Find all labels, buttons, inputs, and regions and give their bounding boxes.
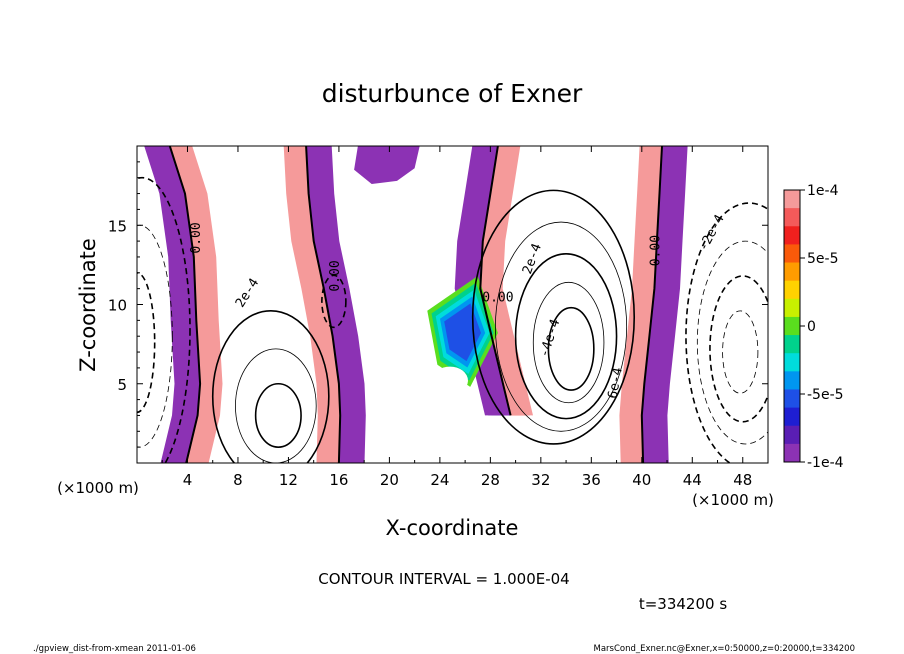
negative-contour-3: [722, 310, 759, 394]
contour-label-1: 0.00: [328, 260, 343, 291]
contour-label-3: 0.00: [648, 235, 663, 266]
x-tick-label-36: 36: [582, 471, 601, 489]
x-tick-label-44: 44: [683, 471, 702, 489]
colorbar-tick-label-1: 5e-5: [807, 251, 838, 267]
colorbar-step-0: [784, 190, 800, 209]
x-unit-label-right: (×1000 m): [692, 491, 774, 509]
colorbar-tick-label-4: -1e-4: [807, 455, 844, 471]
zero-contour-left-front: [168, 146, 202, 463]
y-tick-label-15: 15: [108, 217, 127, 235]
colorbar-step-11: [784, 389, 800, 408]
colorbar-step-3: [784, 244, 800, 263]
negative-contour-2: [709, 275, 768, 423]
band-center-front-left-7: [454, 146, 511, 416]
colorbar-step-8: [784, 335, 800, 354]
colorbar: 1e-4 5e-5 0 -5e-5 -1e-4: [783, 183, 844, 471]
colorbar-tick-label-2: 0: [807, 319, 816, 335]
x-tick-label-32: 32: [531, 471, 550, 489]
x-tick-label-12: 12: [279, 471, 298, 489]
lower-trough-gap: [431, 366, 468, 395]
negative-contour-6: [137, 272, 156, 414]
negative-contour-inner: [321, 274, 347, 329]
contour-lines: [137, 146, 768, 463]
chart-title: disturbunce of Exner: [322, 79, 583, 108]
colorbar-step-14: [784, 443, 800, 463]
x-axis-label: X-coordinate: [386, 516, 519, 540]
band-mid-left-front-left-6: [283, 146, 341, 463]
x-unit-label-left: (×1000 m): [57, 479, 139, 497]
x-tick-label-4: 4: [183, 471, 193, 489]
positive-contour-1: [495, 221, 628, 432]
y-axis-ticks: 5 10 15: [108, 161, 768, 448]
zero-contour-mid-left-front: [305, 146, 342, 463]
minimum-cell: [354, 146, 420, 184]
zero-contour-right-front: [640, 146, 663, 463]
contour-interval-note: CONTOUR INTERVAL = 1.000E-04: [318, 570, 569, 588]
y-tick-label-10: 10: [108, 297, 127, 315]
colorbar-step-2: [784, 226, 800, 245]
y-axis-label: Z-coordinate: [76, 238, 100, 372]
colorbar-step-12: [784, 407, 800, 427]
positive-contour-left-2: [254, 382, 302, 448]
x-tick-label-48: 48: [733, 471, 752, 489]
x-tick-label-16: 16: [329, 471, 348, 489]
positive-contour-0: [471, 189, 636, 445]
contour-label-0: 0.00: [189, 222, 204, 253]
positive-contour-left-1: [235, 348, 317, 463]
positive-contour-left-0: [211, 310, 330, 463]
band-center-front-right-6: [480, 146, 533, 416]
x-axis-ticks: 4 8 12 16 20 24 28 32 36 40 44 48: [161, 146, 752, 489]
positive-contour-3: [532, 281, 605, 404]
x-tick-label-40: 40: [632, 471, 651, 489]
colorbar-tick-label-3: -5e-5: [807, 387, 844, 403]
colorbar-step-13: [784, 425, 800, 445]
zero-contour-center-front: [479, 146, 512, 416]
y-tick-label-5: 5: [117, 376, 127, 394]
colorbar-step-6: [784, 298, 800, 318]
band-right-front-right-7: [641, 146, 688, 463]
footer-left: ./gpview_dist-from-xmean 2011-01-06: [33, 644, 196, 654]
colorbar-step-4: [784, 262, 800, 282]
positive-contour-2: [514, 252, 618, 420]
time-stamp: t=334200 s: [639, 595, 727, 613]
negative-contour-4: [137, 176, 191, 463]
x-tick-label-24: 24: [430, 471, 449, 489]
colorbar-step-7: [784, 316, 800, 336]
colorbar-step-1: [784, 208, 800, 227]
colorbar-step-5: [784, 280, 800, 300]
positive-contour-4: [547, 306, 595, 391]
x-tick-label-28: 28: [481, 471, 500, 489]
colorbar-step-10: [784, 371, 800, 390]
negative-contour-1: [696, 240, 768, 445]
colorbar-step-9: [784, 353, 800, 372]
band-right-front-left-6: [619, 146, 662, 463]
footer-right: MarsCond_Exner.nc@Exner,x=0:50000,z=0:20…: [593, 644, 855, 654]
band-mid-left-front-right-7: [306, 146, 366, 463]
x-tick-label-20: 20: [380, 471, 399, 489]
contour-label-8: 6e-4: [606, 366, 626, 400]
contour-label-2: 0.00: [482, 290, 513, 305]
x-tick-label-8: 8: [233, 471, 243, 489]
colorbar-tick-label-0: 1e-4: [807, 183, 839, 199]
lower-trough-4: [444, 303, 481, 362]
